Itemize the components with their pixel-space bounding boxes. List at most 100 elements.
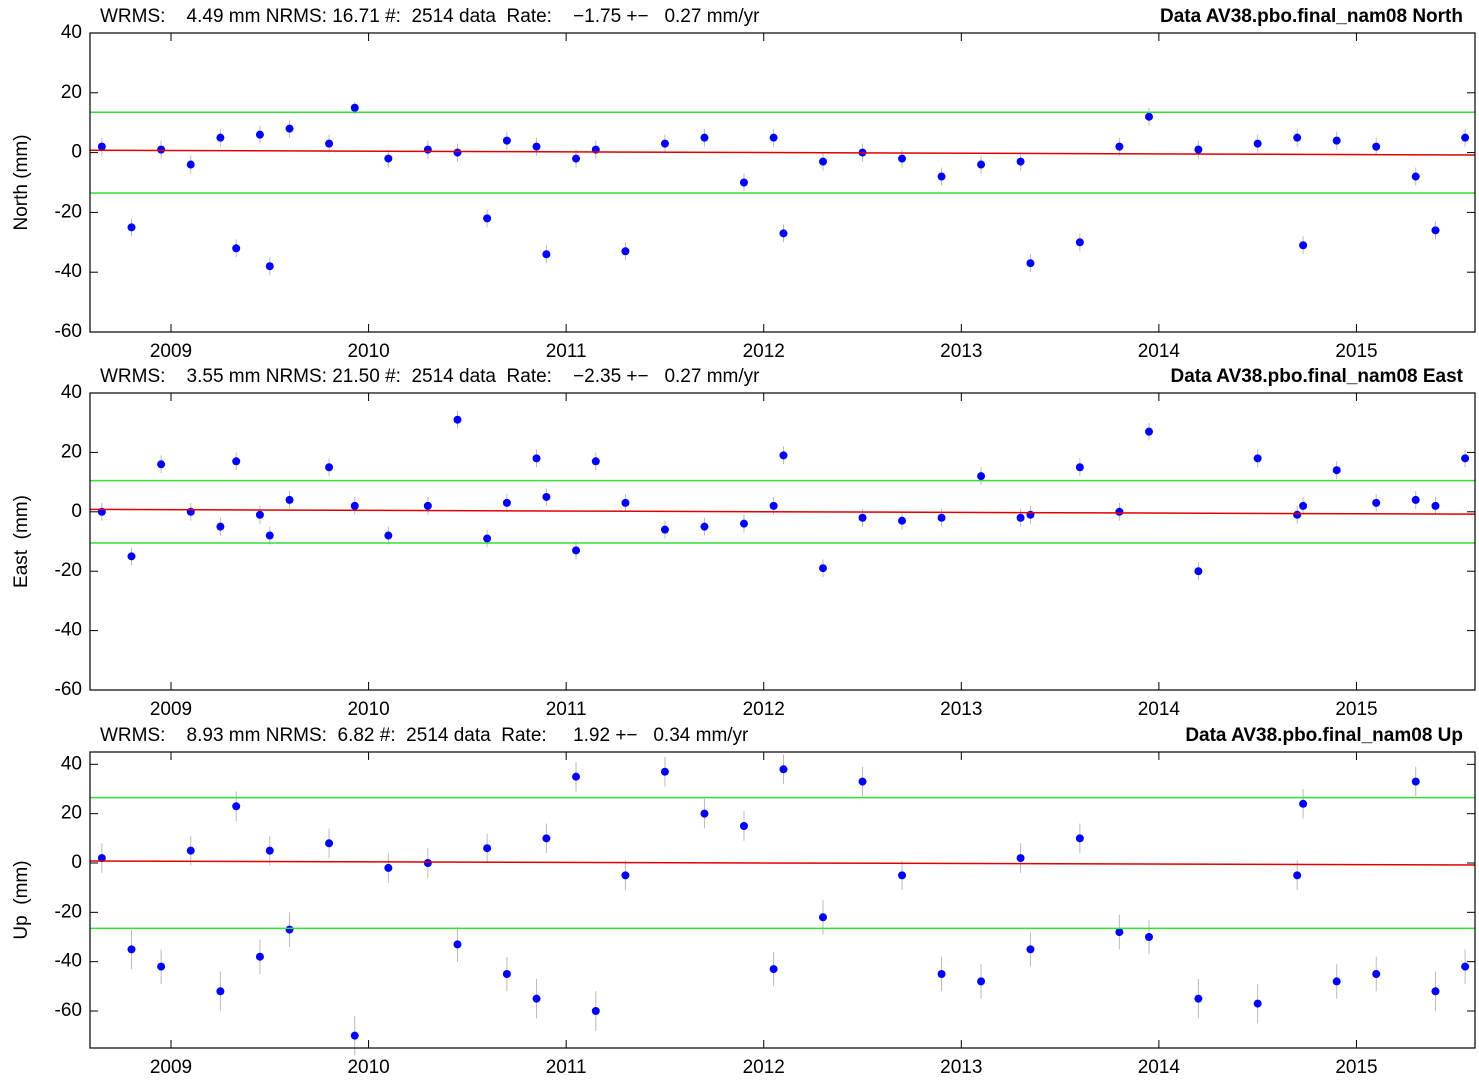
y-axis-label: North (mm) — [11, 134, 32, 230]
data-point — [1145, 112, 1154, 121]
data-point — [1372, 970, 1381, 978]
data-point — [542, 492, 551, 501]
data-point — [325, 463, 334, 472]
data-point — [700, 522, 709, 531]
data-point — [186, 846, 195, 855]
data-point — [502, 970, 511, 978]
data-point — [1016, 513, 1025, 522]
data-point — [265, 262, 274, 271]
data-point — [483, 534, 492, 543]
plot-frame — [89, 751, 1476, 1049]
y-tick-label: -20 — [55, 201, 82, 222]
data-point — [1145, 427, 1154, 436]
panel-title: Data AV38.pbo.final_nam08 North — [1160, 6, 1463, 27]
data-point — [977, 160, 986, 169]
data-point — [453, 415, 462, 424]
data-point — [1115, 507, 1124, 516]
data-point — [483, 844, 492, 853]
y-tick-label: 40 — [61, 22, 82, 43]
data-point — [1411, 495, 1420, 504]
data-point — [1293, 871, 1302, 880]
data-point — [591, 457, 600, 466]
y-tick-label: -60 — [55, 679, 82, 700]
data-point — [660, 767, 669, 776]
data-point — [542, 834, 551, 843]
x-tick-label: 2010 — [347, 1057, 389, 1078]
data-point — [255, 510, 264, 519]
y-tick-label: 40 — [61, 382, 82, 403]
data-point — [97, 142, 106, 151]
data-point — [779, 229, 788, 238]
data-point — [255, 130, 264, 139]
data-point — [1194, 994, 1203, 1003]
data-point — [572, 546, 581, 555]
data-point — [186, 507, 195, 516]
data-point — [423, 501, 432, 510]
data-point — [265, 531, 274, 540]
data-point — [1075, 238, 1084, 247]
data-point — [937, 970, 946, 978]
y-tick-label: 20 — [61, 441, 82, 462]
y-tick-label: 0 — [71, 852, 82, 873]
data-point — [1332, 977, 1341, 986]
y-axis-label: Up (mm) — [11, 860, 32, 939]
data-point — [97, 854, 106, 863]
x-tick-label: 2010 — [347, 341, 389, 362]
panel-title: Data AV38.pbo.final_nam08 East — [1171, 366, 1464, 387]
data-point — [127, 223, 136, 232]
data-point — [384, 863, 393, 872]
data-point — [350, 501, 359, 510]
data-point — [384, 154, 393, 163]
y-tick-label: 40 — [61, 753, 82, 774]
y-tick-label: -60 — [55, 321, 82, 342]
data-point — [1075, 463, 1084, 472]
data-point — [591, 1007, 600, 1015]
data-point — [1372, 498, 1381, 507]
data-point — [898, 871, 907, 880]
data-point — [819, 157, 828, 166]
data-point — [1016, 854, 1025, 863]
subtitle: WRMS: 3.55 mm NRMS: 21.50 #: 2514 data R… — [100, 366, 760, 387]
x-tick-label: 2014 — [1138, 341, 1181, 362]
data-point — [265, 846, 274, 855]
data-point — [819, 913, 828, 922]
data-point — [621, 871, 630, 880]
data-point — [1293, 510, 1302, 519]
data-point — [325, 139, 334, 148]
data-point — [285, 495, 294, 504]
subtitle: WRMS: 8.93 mm NRMS: 6.82 #: 2514 data Ra… — [100, 725, 749, 746]
data-point — [858, 777, 867, 786]
data-point — [1194, 567, 1203, 576]
data-point — [157, 460, 166, 469]
data-point — [232, 244, 241, 253]
data-point — [700, 809, 709, 818]
x-tick-label: 2015 — [1335, 699, 1377, 720]
subtitle: WRMS: 4.49 mm NRMS: 16.71 #: 2514 data R… — [100, 6, 760, 27]
data-point — [660, 525, 669, 534]
data-point — [532, 142, 541, 151]
data-point — [621, 247, 630, 256]
data-point — [216, 133, 225, 142]
data-point — [739, 519, 748, 528]
data-point — [977, 977, 986, 986]
data-point — [532, 994, 541, 1003]
x-tick-label: 2011 — [546, 699, 587, 720]
data-point — [1372, 142, 1381, 151]
panel-title: Data AV38.pbo.final_nam08 Up — [1185, 725, 1463, 746]
x-tick-label: 2011 — [546, 1057, 587, 1078]
x-tick-label: 2014 — [1138, 1057, 1181, 1078]
data-point — [453, 148, 462, 157]
data-point — [325, 839, 334, 848]
data-point — [1293, 133, 1302, 142]
x-tick-label: 2013 — [940, 1057, 982, 1078]
data-point — [502, 498, 511, 507]
data-point — [1115, 142, 1124, 151]
data-point — [769, 133, 778, 142]
y-tick-label: 0 — [71, 501, 82, 522]
y-tick-label: 20 — [61, 82, 82, 103]
x-tick-label: 2009 — [150, 341, 192, 362]
data-point — [186, 160, 195, 169]
y-axis-label: East (mm) — [11, 495, 32, 588]
data-point — [157, 962, 166, 971]
